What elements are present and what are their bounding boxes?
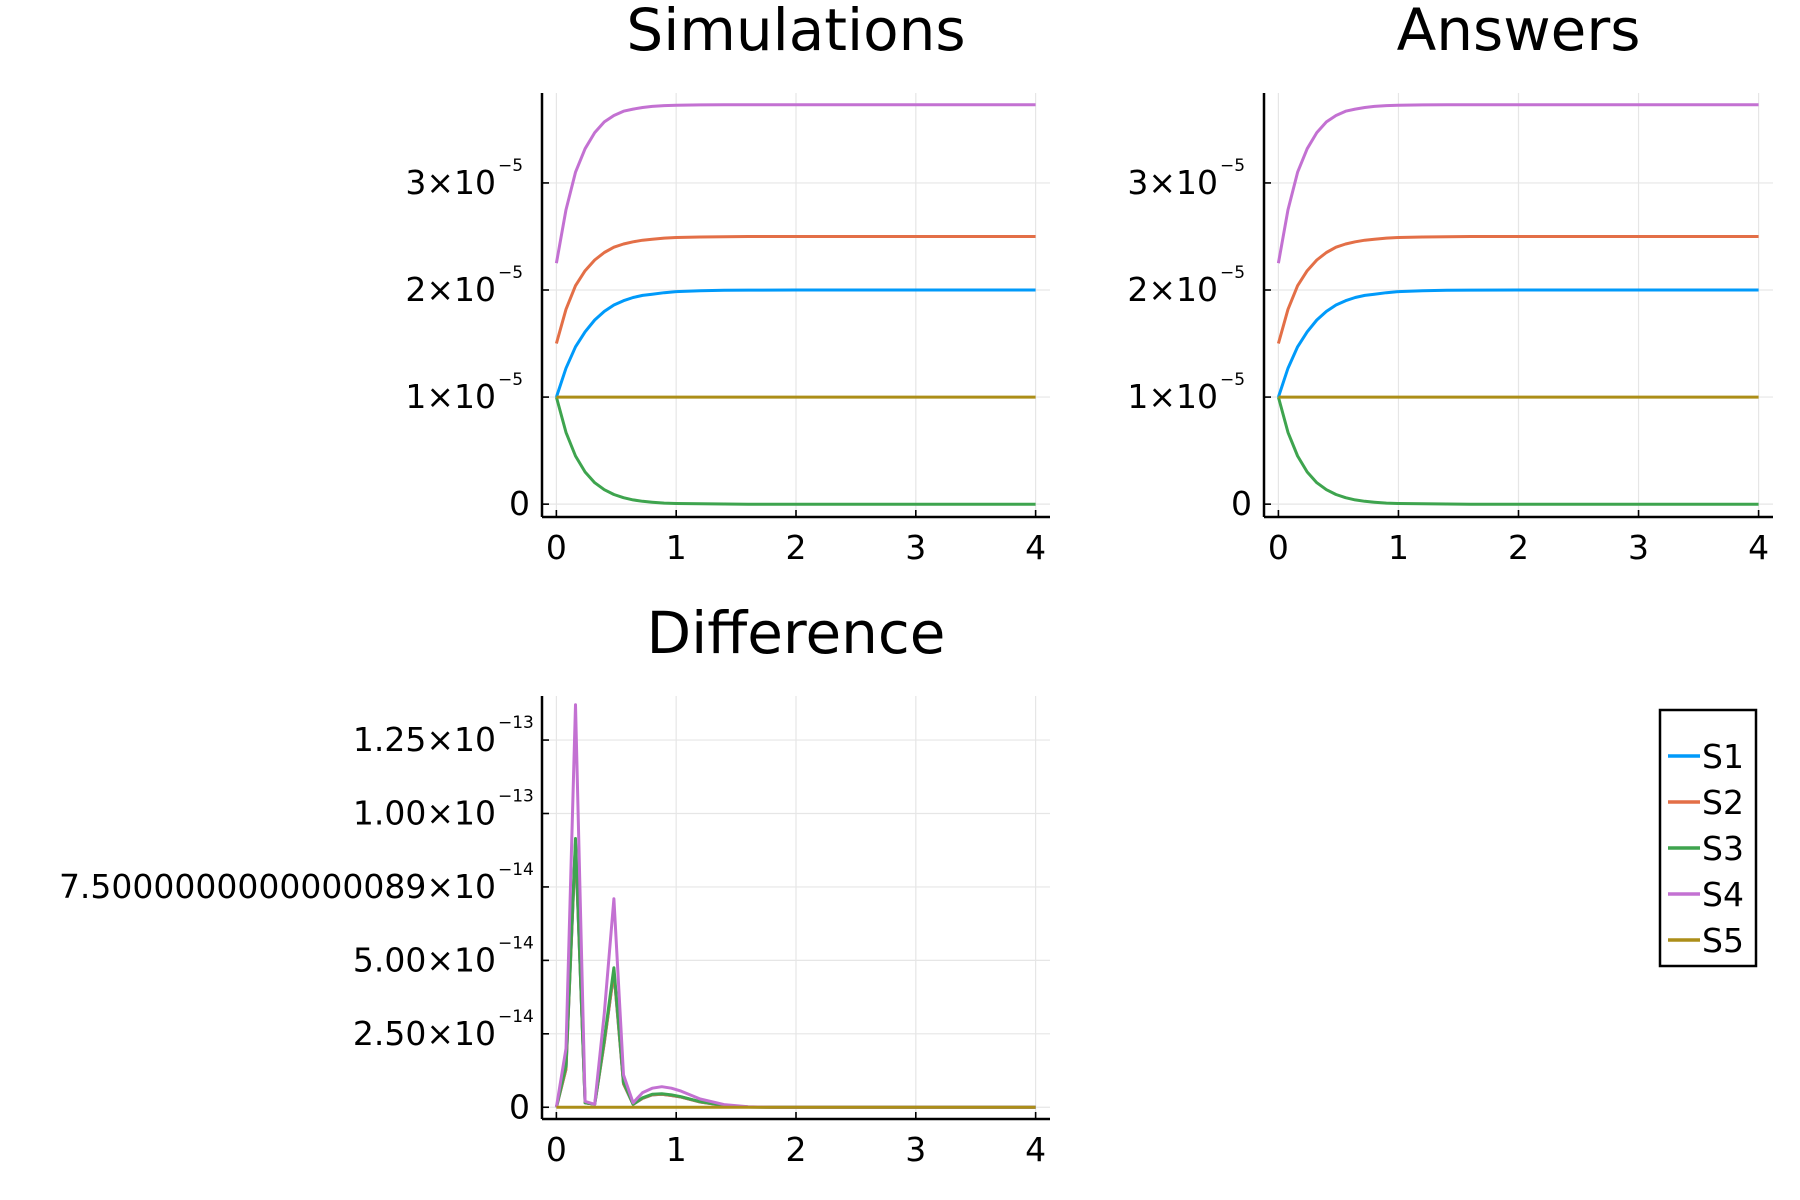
x-tick-label: 1 xyxy=(1388,528,1409,567)
y-tick-label: 0 xyxy=(509,484,530,523)
x-tick-label: 3 xyxy=(905,1130,926,1169)
x-tick-label: 1 xyxy=(666,528,687,567)
x-tick-label: 0 xyxy=(546,1130,567,1169)
y-tick-label: 1.00×10 xyxy=(353,794,496,833)
y-tick-label: 1×10 xyxy=(1127,377,1218,416)
legend-label-s5: S5 xyxy=(1702,921,1744,960)
y-tick-exponent: −14 xyxy=(498,933,534,953)
y-tick-exponent: −5 xyxy=(1220,263,1245,283)
y-tick-exponent: −13 xyxy=(498,713,534,733)
series-line-s2 xyxy=(554,235,1036,344)
series-line-s2 xyxy=(1276,235,1759,344)
x-tick-label: 2 xyxy=(786,528,807,567)
y-tick-label: 1.25×10 xyxy=(353,720,496,759)
x-tick-label: 1 xyxy=(666,1130,687,1169)
x-tick-label: 3 xyxy=(1628,528,1649,567)
series-line-s1 xyxy=(554,288,1036,398)
y-tick-exponent: −5 xyxy=(1220,370,1245,390)
series-line-s1 xyxy=(1276,288,1759,398)
series-line-s3 xyxy=(1276,396,1759,506)
y-tick-label: 5.00×10 xyxy=(353,940,496,979)
legend-label-s4: S4 xyxy=(1702,875,1744,914)
y-tick-exponent: −13 xyxy=(498,787,534,807)
x-tick-label: 4 xyxy=(1748,528,1769,567)
series-line-s4 xyxy=(554,103,1036,264)
y-tick-exponent: −14 xyxy=(498,860,534,880)
y-tick-label: 3×10 xyxy=(1127,163,1218,202)
x-tick-label: 0 xyxy=(1268,528,1289,567)
y-tick-label: 1×10 xyxy=(405,377,496,416)
y-tick-label: 2×10 xyxy=(405,270,496,309)
x-tick-label: 2 xyxy=(786,1130,807,1169)
x-tick-label: 0 xyxy=(546,528,567,567)
series-line-s3 xyxy=(554,396,1036,506)
simulations-title: Simulations xyxy=(626,0,965,64)
difference-title: Difference xyxy=(646,599,945,667)
y-tick-exponent: −5 xyxy=(498,156,523,176)
x-tick-label: 2 xyxy=(1508,528,1529,567)
y-tick-label: 0 xyxy=(509,1087,530,1126)
x-tick-label: 4 xyxy=(1025,528,1046,567)
y-tick-exponent: −14 xyxy=(498,1007,534,1027)
series-line-s4 xyxy=(1276,103,1759,264)
legend-label-s3: S3 xyxy=(1702,829,1744,868)
y-tick-exponent: −5 xyxy=(498,370,523,390)
x-tick-label: 3 xyxy=(905,528,926,567)
y-tick-label: 7.5000000000000089×10 xyxy=(59,867,496,906)
y-tick-label: 0 xyxy=(1231,484,1252,523)
y-tick-label: 3×10 xyxy=(405,163,496,202)
answers-title: Answers xyxy=(1397,0,1641,64)
legend-box xyxy=(1658,708,1758,968)
y-tick-label: 2.50×10 xyxy=(353,1014,496,1053)
y-tick-exponent: −5 xyxy=(498,263,523,283)
legend: S1 S2 S3 S4 S5 xyxy=(1658,708,1758,968)
x-tick-label: 4 xyxy=(1025,1130,1046,1169)
legend-label-s1: S1 xyxy=(1702,737,1744,776)
y-tick-exponent: −5 xyxy=(1220,156,1245,176)
y-tick-label: 2×10 xyxy=(1127,270,1218,309)
legend-label-s2: S2 xyxy=(1702,783,1744,822)
